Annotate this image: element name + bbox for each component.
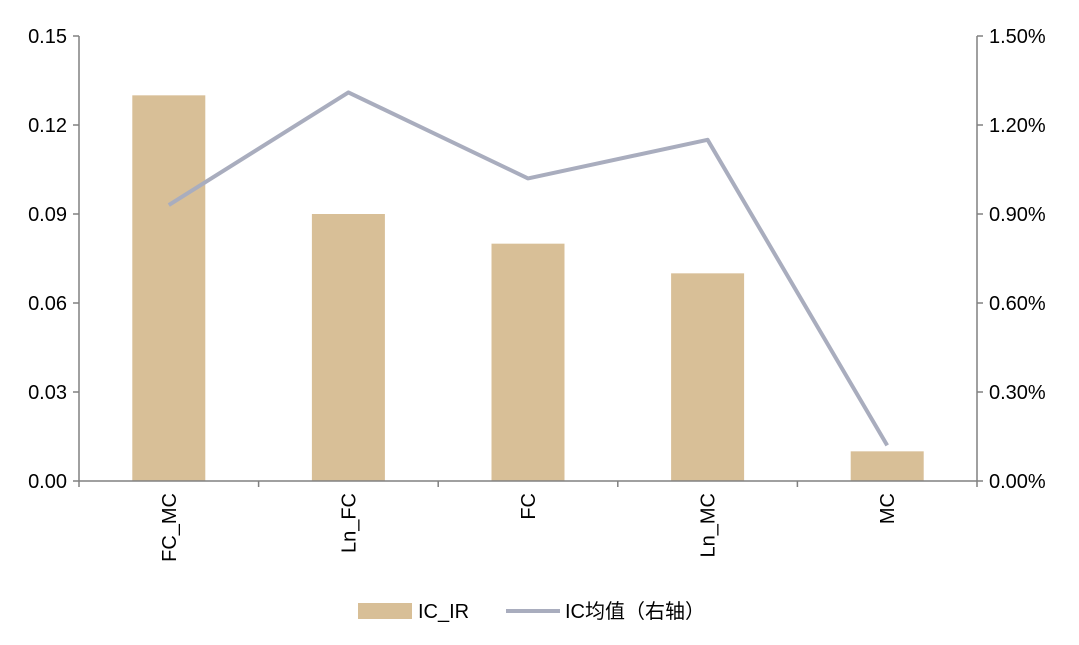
bar-mc — [850, 451, 924, 481]
x-axis: FC_MC Ln_FC FC Ln_MC MC — [78, 480, 978, 562]
left-axis-tick-label: 0.12 — [28, 115, 67, 137]
right-axis-tick-label: 1.20% — [989, 115, 1046, 137]
right-axis-tick-label: 1.50% — [989, 26, 1046, 48]
left-axis-tick-label: 0.06 — [28, 293, 67, 315]
x-axis-tick-label: FC_MC — [159, 493, 181, 562]
left-axis-tick-label: 0.15 — [28, 26, 67, 48]
right-axis-tick-label: 0.90% — [989, 204, 1046, 226]
bar-fc — [491, 243, 565, 481]
legend-swatch-ic-ir — [358, 603, 412, 619]
left-axis: 0.00 0.03 0.06 0.09 0.12 0.15 — [28, 26, 80, 493]
right-axis-tick-label: 0.00% — [989, 471, 1046, 493]
right-axis: 0.00% 0.30% 0.60% 0.90% 1.20% 1.50% — [976, 26, 1046, 493]
bar-ln-mc — [671, 273, 745, 481]
legend-label-ic-ir: IC_IR — [418, 601, 469, 623]
bar-ln-fc — [311, 214, 385, 481]
left-axis-tick-label: 0.00 — [28, 471, 67, 493]
bar-fc-mc — [132, 95, 206, 481]
x-axis-tick-label: FC — [518, 493, 540, 520]
right-axis-tick-label: 0.60% — [989, 293, 1046, 315]
right-axis-tick-label: 0.30% — [989, 382, 1046, 404]
left-axis-tick-label: 0.03 — [28, 382, 67, 404]
x-axis-tick-label: MC — [877, 493, 899, 524]
legend: IC_IR IC均值（右轴） — [358, 600, 705, 623]
line-series-ic-mean — [167, 90, 889, 447]
x-axis-tick-label: Ln_FC — [338, 493, 360, 553]
bar-series-ic-ir — [132, 95, 924, 481]
left-axis-tick-label: 0.09 — [28, 204, 67, 226]
x-axis-tick-label: Ln_MC — [698, 493, 720, 557]
legend-label-ic-mean: IC均值（右轴） — [565, 600, 705, 623]
